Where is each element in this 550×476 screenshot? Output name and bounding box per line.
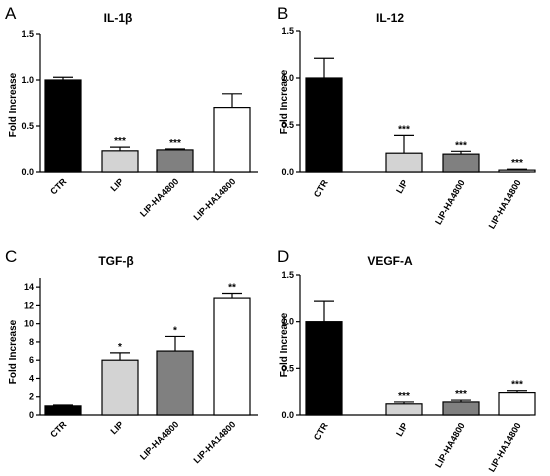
panel-a-y-tick-label: 1.5 xyxy=(21,29,34,39)
panel-b-category-label: LIP-HA14800 xyxy=(487,178,523,231)
panel-b-plot: 0.0 0.5 1.0 1.5 CTR *** LIP *** LIP-HA4800 *** LIP… xyxy=(281,26,536,231)
panel-c-significance-label: * xyxy=(118,342,122,353)
panel-d: D VEGF-A Fold Increase 0.0 0.5 1.0 1.5 CTR **… xyxy=(277,247,536,474)
panel-b-letter: B xyxy=(277,4,288,23)
panel-d-y-axis-label: Fold Increase xyxy=(279,312,290,377)
panel-c-y-tick-label: 10 xyxy=(24,319,34,329)
panel-d-category-label: CTR xyxy=(312,421,330,442)
panel-d-plot: 0.0 0.5 1.0 1.5 CTR *** LIP *** LIP-HA4800 *** LIP… xyxy=(281,270,536,474)
panel-c-y-tick-label: 12 xyxy=(24,300,34,310)
panel-b-bar xyxy=(498,169,536,173)
panel-c-bar xyxy=(213,297,251,416)
panel-b-bar xyxy=(442,153,480,173)
panel-b-bar xyxy=(385,152,423,173)
panel-d-y-tick-label: 1.5 xyxy=(281,270,294,280)
panel-a-bar xyxy=(44,79,82,173)
panel-d-bar xyxy=(442,401,480,416)
panel-b-y-tick-label: 1.0 xyxy=(281,73,294,83)
panel-c-bar xyxy=(101,359,139,416)
panel-c-bar xyxy=(44,405,82,416)
panel-b: B IL-12 Fold Increase 0.0 0.5 1.0 1.5 CTR ***… xyxy=(277,4,536,231)
panel-a-y-tick-label: 0.0 xyxy=(21,167,34,177)
panel-d-significance-label: *** xyxy=(398,391,410,402)
panel-b-category-label: LIP-HA4800 xyxy=(433,178,467,226)
panel-a-significance-label: *** xyxy=(169,138,181,149)
panel-a: A IL-1β Fold Increase 0.0 0.5 1.0 1.5 CTR ***… xyxy=(5,4,258,222)
panel-c-category-label: LIP xyxy=(108,419,125,436)
panel-b-y-axis-label: Fold Increase xyxy=(279,69,290,134)
panel-d-bar xyxy=(498,392,536,416)
panel-c-y-tick-label: 4 xyxy=(29,373,34,383)
panel-c-significance-label: * xyxy=(173,325,177,336)
panel-b-significance-label: *** xyxy=(398,124,410,135)
panel-b-bar xyxy=(305,77,343,173)
panel-a-plot: 0.0 0.5 1.0 1.5 CTR *** LIP *** LIP-HA4800 LIP-HA… xyxy=(21,29,258,222)
panel-b-title: IL-12 xyxy=(376,11,404,25)
panel-b-significance-label: *** xyxy=(455,140,467,151)
panel-d-bar xyxy=(385,403,423,416)
panel-a-category-label: LIP xyxy=(108,176,125,193)
panel-c-y-tick-label: 6 xyxy=(29,355,34,365)
panel-c-letter: C xyxy=(5,247,17,266)
panel-b-y-tick-label: 0.0 xyxy=(281,167,294,177)
panel-a-bar xyxy=(101,150,139,173)
panel-d-y-tick-label: 0.5 xyxy=(281,363,294,373)
panel-a-category-label: LIP-HA14800 xyxy=(191,176,237,222)
panel-c-bar xyxy=(156,350,194,416)
panel-a-y-axis-label: Fold Increase xyxy=(8,72,19,137)
panel-c-category-label: LIP-HA14800 xyxy=(191,419,237,465)
panel-c-y-tick-label: 0 xyxy=(29,410,34,420)
panel-d-significance-label: *** xyxy=(511,380,523,391)
panel-c-significance-label: ** xyxy=(228,283,236,294)
panel-d-category-label: LIP xyxy=(394,421,410,438)
panel-d-bar xyxy=(305,321,343,416)
panel-a-bar xyxy=(213,106,251,173)
panel-a-letter: A xyxy=(5,4,17,23)
panel-a-category-label: LIP-HA4800 xyxy=(138,176,180,218)
panel-d-title: VEGF-A xyxy=(367,254,413,268)
panel-c-title: TGF-β xyxy=(98,254,133,268)
panel-c-category-label: LIP-HA4800 xyxy=(138,419,180,461)
panel-b-category-label: CTR xyxy=(312,178,330,199)
panel-a-bar xyxy=(156,149,194,173)
panel-a-category-label: CTR xyxy=(48,176,69,197)
panel-b-significance-label: *** xyxy=(511,158,523,169)
panel-b-y-tick-label: 1.5 xyxy=(281,26,294,36)
panel-a-significance-label: *** xyxy=(114,136,126,147)
panel-a-y-tick-label: 1.0 xyxy=(21,75,34,85)
panel-c-y-tick-label: 2 xyxy=(29,392,34,402)
panel-d-category-label: LIP-HA14800 xyxy=(487,421,523,474)
panel-b-y-tick-label: 0.5 xyxy=(281,120,294,130)
panel-b-category-label: LIP xyxy=(394,178,410,195)
panel-d-letter: D xyxy=(277,247,289,266)
panel-c: C TGF-β Fold Increase 0 2 4 6 8 10 12 14 CTR * LIP… xyxy=(5,247,258,465)
panel-d-category-label: LIP-HA4800 xyxy=(433,421,467,469)
panel-c-y-tick-label: 8 xyxy=(29,337,34,347)
panel-d-y-tick-label: 1.0 xyxy=(281,317,294,327)
panel-c-category-label: CTR xyxy=(48,419,69,440)
panel-a-y-tick-label: 0.5 xyxy=(21,121,34,131)
panel-d-significance-label: *** xyxy=(455,389,467,400)
panel-c-plot: 0 2 4 6 8 10 12 14 CTR * LIP * LIP-HA4800 ** LIP-HA148… xyxy=(24,278,258,465)
panel-c-y-axis-label: Fold Increase xyxy=(8,319,19,384)
panel-c-y-tick-label: 14 xyxy=(24,282,34,292)
panel-a-title: IL-1β xyxy=(104,11,133,25)
panel-d-y-tick-label: 0.0 xyxy=(281,410,294,420)
